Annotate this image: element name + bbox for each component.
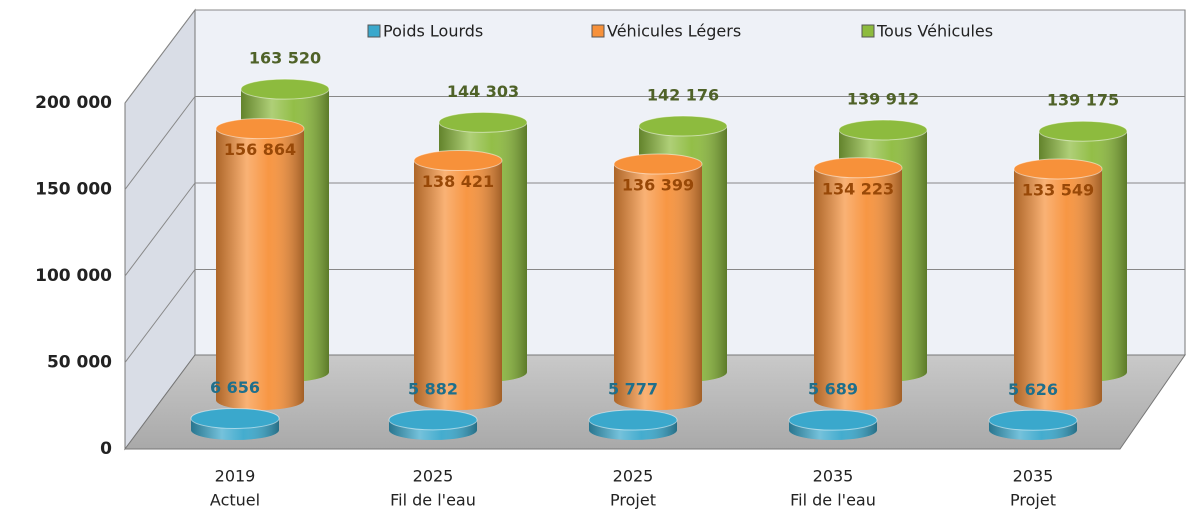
cylinder-top — [988, 409, 1078, 431]
value-label: 142 176 — [647, 86, 719, 105]
x-tick-label: Fil de l'eau — [790, 491, 876, 510]
y-tick-label: 0 — [100, 439, 112, 459]
x-tick-label: 2035 — [1013, 467, 1054, 486]
legend-swatch — [861, 24, 875, 38]
cylinder-top — [215, 118, 305, 140]
legend-swatch — [367, 24, 381, 38]
value-label: 139 912 — [847, 89, 919, 108]
value-label: 133 549 — [1022, 180, 1094, 199]
cylinder-top — [638, 115, 728, 137]
cylinder-top — [240, 78, 330, 100]
grid-line — [124, 269, 196, 363]
value-label: 134 223 — [822, 179, 894, 198]
value-label: 5 777 — [608, 380, 658, 399]
x-tick-label: Fil de l'eau — [390, 491, 476, 510]
x-tick-label: 2025 — [613, 467, 654, 486]
value-label: 138 421 — [422, 172, 494, 191]
value-label: 156 864 — [224, 140, 296, 159]
cylinder-top — [413, 150, 503, 172]
y-tick-label: 50 000 — [47, 353, 112, 373]
cylinder-top — [613, 153, 703, 175]
legend-label: Véhicules Légers — [607, 22, 741, 41]
cylinder-top — [588, 409, 678, 431]
grid-line — [124, 96, 196, 190]
value-label: 144 303 — [447, 82, 519, 101]
value-label: 136 399 — [622, 176, 694, 195]
cylinder-top — [1038, 120, 1128, 142]
value-label: 5 882 — [408, 379, 458, 398]
grid-line — [124, 9, 196, 104]
cylinder-top — [1013, 158, 1103, 180]
cylinder-shade — [216, 128, 304, 410]
value-label: 163 520 — [249, 49, 321, 68]
y-tick-label: 200 000 — [35, 93, 112, 113]
cylinder-top — [838, 119, 928, 141]
value-label: 5 689 — [808, 380, 858, 399]
value-label: 6 656 — [210, 378, 260, 397]
legend-label: Poids Lourds — [383, 22, 483, 41]
grid-line — [124, 182, 196, 277]
legend-swatch — [591, 24, 605, 38]
cylinder-shade — [414, 160, 502, 410]
cylinder-top — [438, 111, 528, 133]
x-tick-label: Projet — [610, 491, 656, 510]
x-tick-label: Actuel — [210, 491, 260, 510]
cylinder-shade — [1014, 168, 1102, 410]
x-tick-label: Projet — [1010, 491, 1056, 510]
cylinder-top — [388, 409, 478, 431]
value-label: 139 175 — [1047, 91, 1119, 110]
x-tick-label: 2019 — [215, 467, 256, 486]
cylinder-top — [813, 157, 903, 179]
x-tick-label: 2025 — [413, 467, 454, 486]
legend-label: Tous Véhicules — [876, 22, 993, 41]
cylinder-shade — [614, 164, 702, 410]
y-tick-label: 150 000 — [35, 180, 112, 200]
y-tick-label: 100 000 — [35, 266, 112, 286]
x-tick-label: 2035 — [813, 467, 854, 486]
cylinder-top — [190, 407, 280, 429]
cylinder-shade — [814, 167, 902, 410]
cylinder-top — [788, 409, 878, 431]
value-label: 5 626 — [1008, 380, 1058, 399]
